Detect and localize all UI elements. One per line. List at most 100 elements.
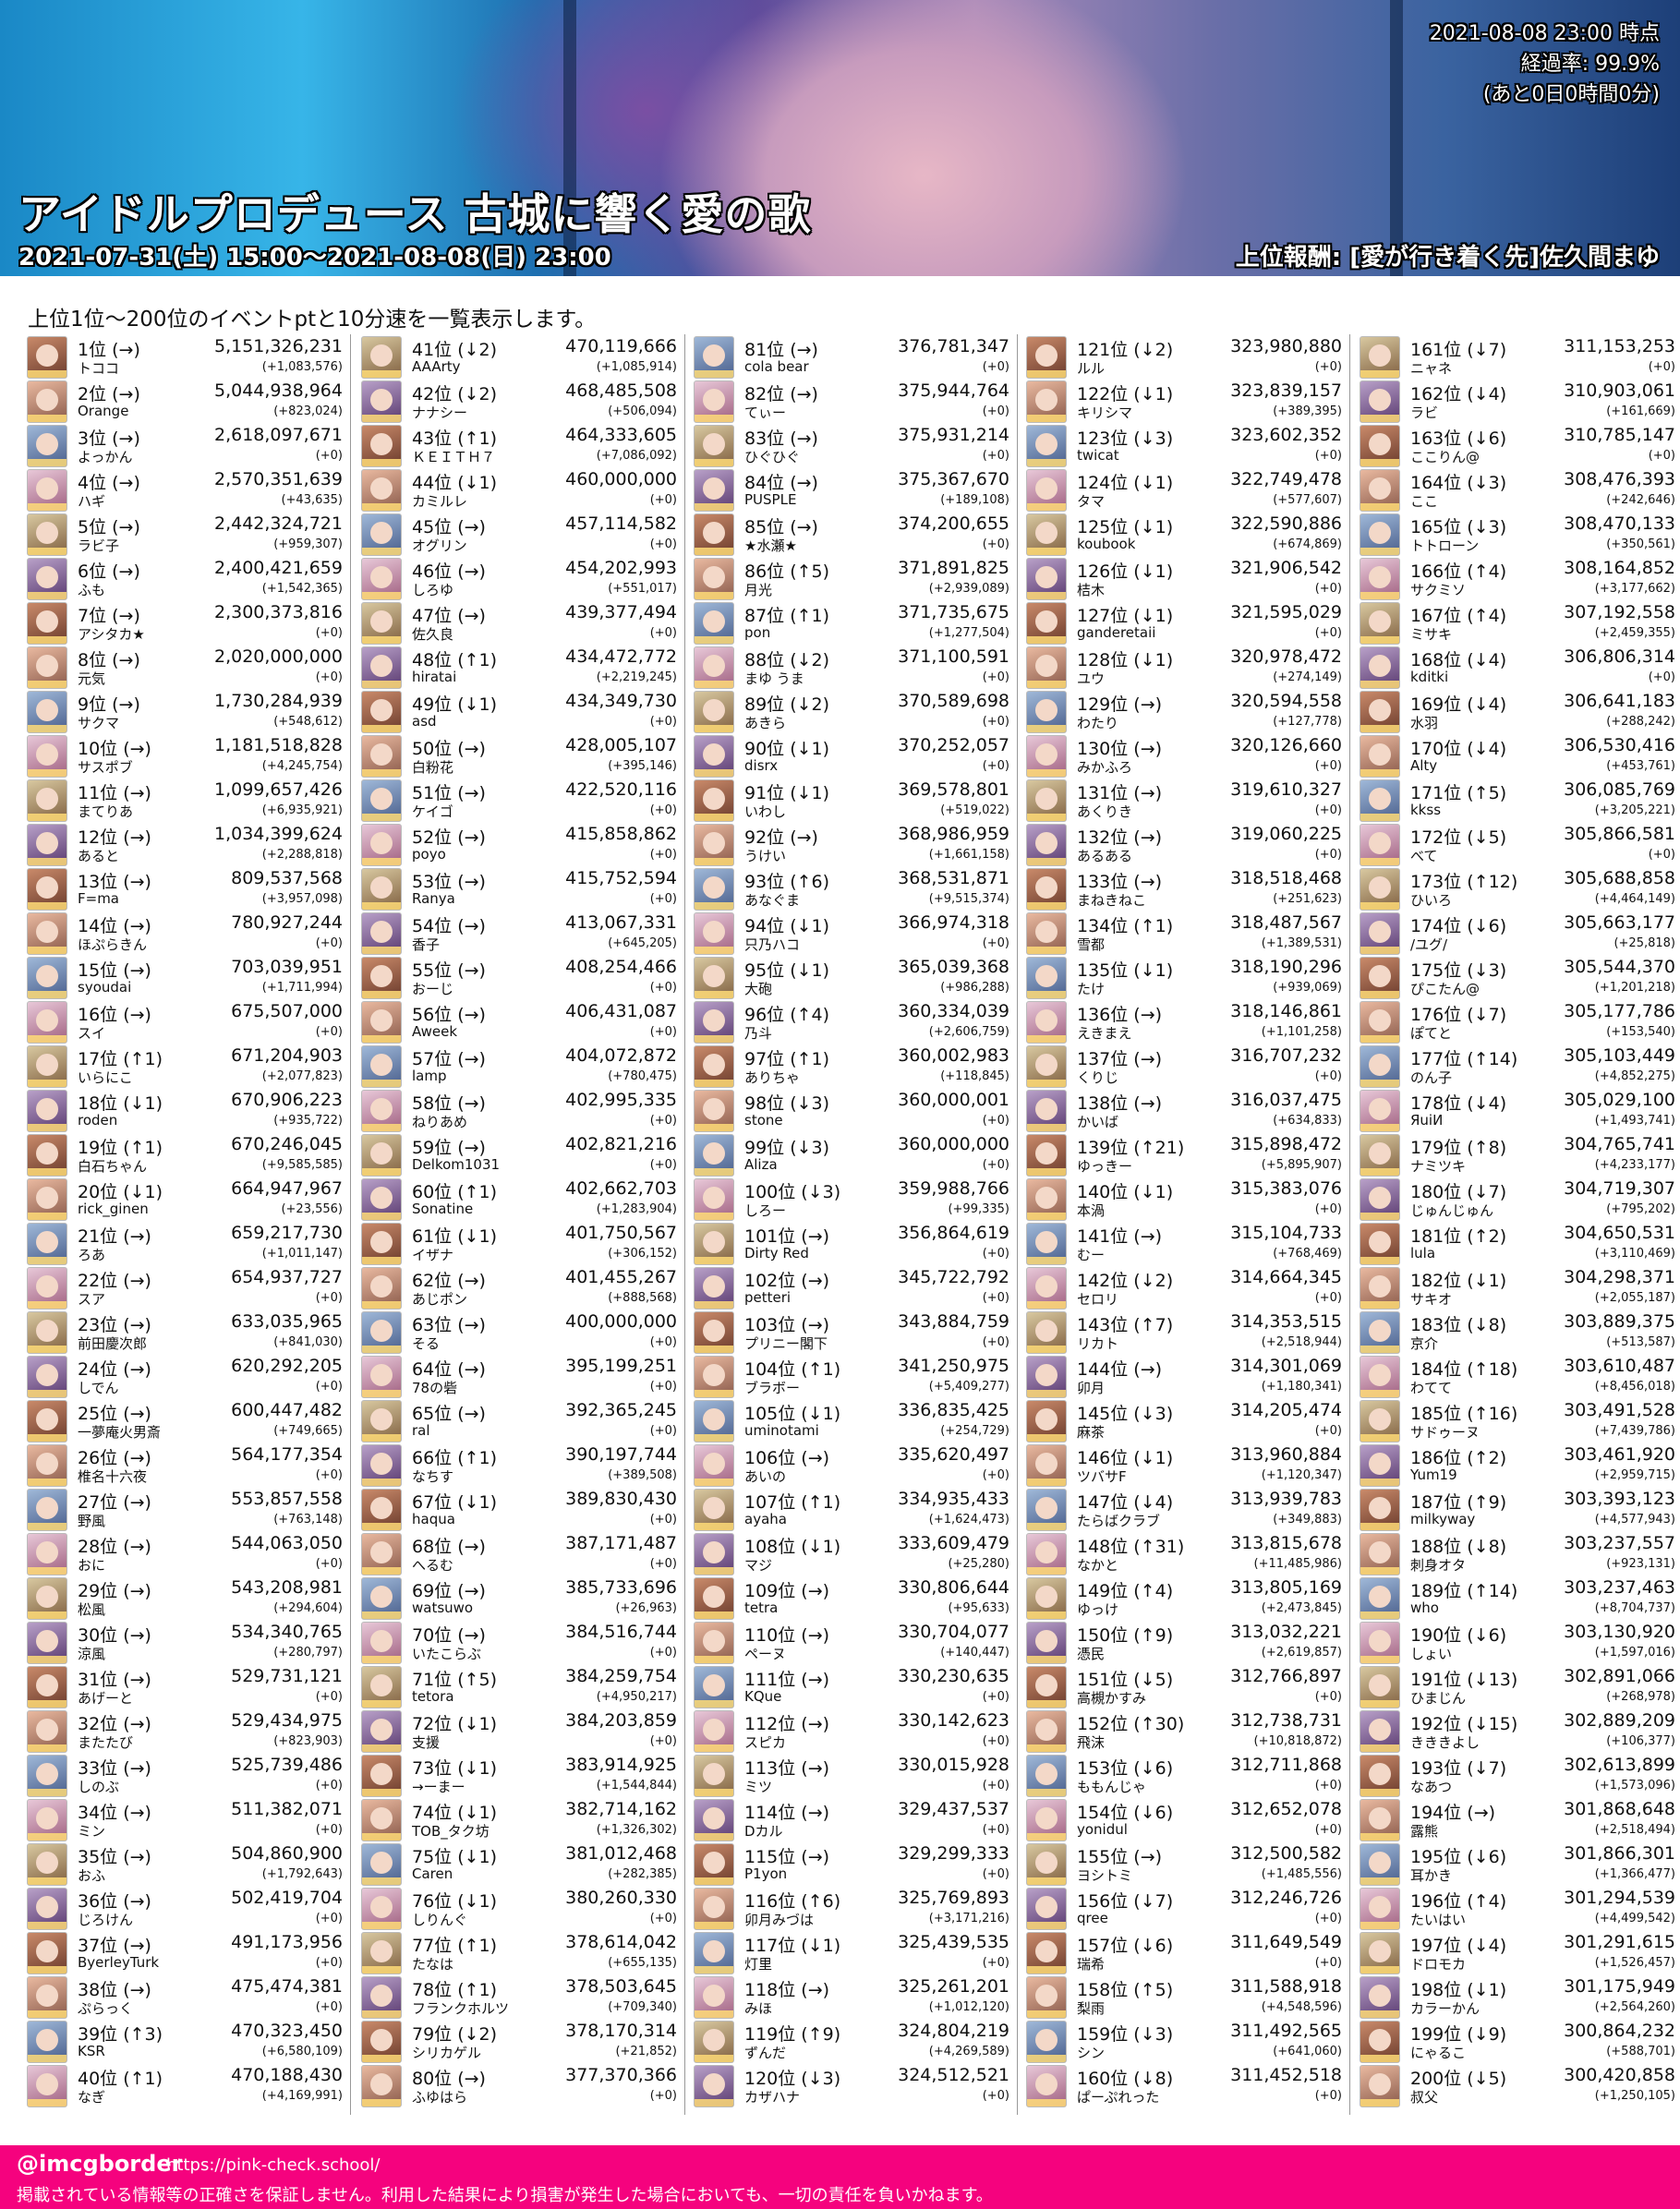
rank-change: 79位 (↓2) (412, 2024, 498, 2045)
ten-minute-delta: (+306,152) (608, 1247, 677, 1261)
rank-change: 40位 (↑1) (78, 2069, 163, 2089)
avatar (27, 691, 67, 733)
ranking-row: 60位 (↑1) Sonatine 402,662,703 (+1,283,904) (359, 1177, 677, 1221)
rank-change: 198位 (↓1) (1410, 1980, 1507, 2000)
producer-name: pon (744, 624, 771, 641)
rank-change: 6位 (→) (78, 561, 140, 582)
producer-name: ゆっきー (1077, 1158, 1133, 1175)
ten-minute-delta: (+251,623) (1273, 892, 1342, 906)
producer-name: スア (78, 1291, 106, 1308)
producer-name: AAArty (412, 358, 461, 375)
ten-minute-delta: (+519,022) (940, 803, 1009, 817)
ranking-row: 113位 (→) ミツ 330,015,928 (+0) (692, 1753, 1009, 1797)
avatar (27, 1755, 67, 1797)
event-points: 670,246,045 (231, 1134, 343, 1154)
rank-change: 142位 (↓2) (1077, 1271, 1174, 1291)
avatar (1026, 558, 1067, 600)
avatar (361, 380, 402, 423)
event-points: 305,663,177 (1564, 912, 1675, 933)
avatar (694, 558, 734, 600)
producer-name: yonidul (1077, 1821, 1128, 1838)
ten-minute-delta: (+0) (982, 537, 1009, 551)
avatar (361, 2065, 402, 2107)
producer-name: Dirty Red (744, 1245, 809, 1261)
rank-change: 102位 (→) (744, 1271, 830, 1291)
event-period: 2021-07-31(土) 15:00～2021-08-08(日) 23:00 (18, 244, 611, 272)
producer-name: ぷらっく (78, 2000, 134, 2017)
rank-change: 43位 (↑1) (412, 429, 498, 449)
rank-change: 28位 (→) (78, 1537, 151, 1557)
ranking-row: 112位 (→) スピカ 330,142,623 (+0) (692, 1708, 1009, 1753)
producer-name: ByerleyTurk (78, 1954, 160, 1971)
producer-name: ツバサF (1077, 1468, 1127, 1485)
ten-minute-delta: (+0) (1314, 1291, 1342, 1305)
rank-change: 95位 (↓1) (744, 960, 830, 981)
producer-name: 乃斗 (744, 1025, 773, 1042)
producer-name: きききよし (1410, 1734, 1481, 1751)
rank-change: 105位 (↓1) (744, 1404, 841, 1424)
ranking-row: 159位 (↓3) シン 311,492,565 (+641,060) (1024, 2019, 1342, 2063)
ten-minute-delta: (+0) (649, 1912, 677, 1925)
rank-change: 173位 (↑12) (1410, 872, 1518, 892)
rank-change: 39位 (↑3) (78, 2024, 163, 2045)
avatar (361, 1356, 402, 1398)
ranking-row: 186位 (↑2) Yum19 303,461,920 (+2,959,715) (1358, 1442, 1675, 1487)
ranking-row: 192位 (↓15) きききよし 302,889,209 (+106,377) (1358, 1708, 1675, 1753)
avatar (694, 1533, 734, 1575)
event-points: 392,365,245 (565, 1400, 677, 1420)
event-points: 413,067,331 (565, 912, 677, 933)
event-points: 415,752,594 (565, 868, 677, 888)
avatar (1026, 779, 1067, 822)
event-points: 303,461,920 (1564, 1444, 1675, 1465)
producer-name: まねきねこ (1077, 892, 1147, 909)
ranking-row: 200位 (↓5) 叔父 300,420,858 (+1,250,105) (1358, 2063, 1675, 2107)
ten-minute-delta: (+118,845) (940, 1069, 1009, 1083)
ranking-row: 172位 (↓5) べて 305,866,581 (+0) (1358, 822, 1675, 866)
event-points: 384,259,754 (565, 1666, 677, 1686)
ranking-row: 135位 (↓1) たけ 318,190,296 (+939,069) (1024, 955, 1342, 999)
ranking-row: 163位 (↓6) ここりん@ 310,785,147 (+0) (1358, 423, 1675, 467)
ten-minute-delta: (+1,493,741) (1594, 1114, 1675, 1128)
ten-minute-delta: (+6,935,921) (261, 803, 343, 817)
event-points: 374,200,655 (898, 513, 1009, 534)
avatar (27, 1223, 67, 1265)
ten-minute-delta: (+0) (982, 1690, 1009, 1704)
rank-change: 44位 (↓1) (412, 473, 498, 493)
ten-minute-delta: (+0) (649, 1424, 677, 1438)
ten-minute-delta: (+1,326,302) (596, 1823, 677, 1837)
event-points: 330,142,623 (898, 1710, 1009, 1731)
ten-minute-delta: (+43,635) (281, 493, 343, 507)
ranking-row: 8位 (→) 元気 2,020,000,000 (+0) (25, 645, 343, 689)
event-points: 2,618,097,671 (213, 425, 343, 445)
ten-minute-delta: (+0) (982, 1114, 1009, 1128)
avatar (1026, 513, 1067, 556)
event-points: 633,035,965 (231, 1311, 343, 1332)
ten-minute-delta: (+189,108) (940, 493, 1009, 507)
producer-name: むー (1077, 1247, 1106, 1263)
producer-name: 高槻かすみ (1077, 1690, 1147, 1707)
event-points: 329,437,537 (898, 1799, 1009, 1819)
avatar (1360, 1843, 1400, 1886)
producer-name: イザナ (412, 1247, 454, 1263)
avatar (1360, 469, 1400, 512)
ranking-row: 10位 (→) サスポブ 1,181,518,828 (+4,245,754) (25, 733, 343, 778)
avatar (1026, 1622, 1067, 1664)
event-points: 511,382,071 (231, 1799, 343, 1819)
event-points: 303,130,920 (1564, 1622, 1675, 1642)
producer-name: ミン (78, 1823, 106, 1840)
time-remaining: (あと0日0時間0分) (1482, 83, 1660, 106)
ranking-row: 36位 (→) じろけん 502,419,704 (+0) (25, 1886, 343, 1930)
rank-change: 72位 (↓1) (412, 1714, 498, 1734)
ranking-row: 14位 (→) ほぷらきん 780,927,244 (+0) (25, 911, 343, 955)
producer-name: who (1410, 1599, 1439, 1616)
producer-name: 大砲 (744, 981, 773, 997)
producer-name: スイ (78, 1025, 106, 1042)
rank-change: 9位 (→) (78, 694, 140, 715)
producer-name: まてりあ (78, 803, 134, 820)
site-url-link[interactable]: https://pink-check.school/ (166, 2155, 381, 2175)
ranking-row: 117位 (↓1) 灯里 325,439,535 (+0) (692, 1930, 1009, 1974)
twitter-handle-link[interactable]: @imcgborder (17, 2151, 183, 2177)
avatar (27, 1888, 67, 1930)
event-points: 360,002,983 (898, 1045, 1009, 1066)
ranking-row: 175位 (↓3) ぴこたん@ 305,544,370 (+1,201,218) (1358, 955, 1675, 999)
